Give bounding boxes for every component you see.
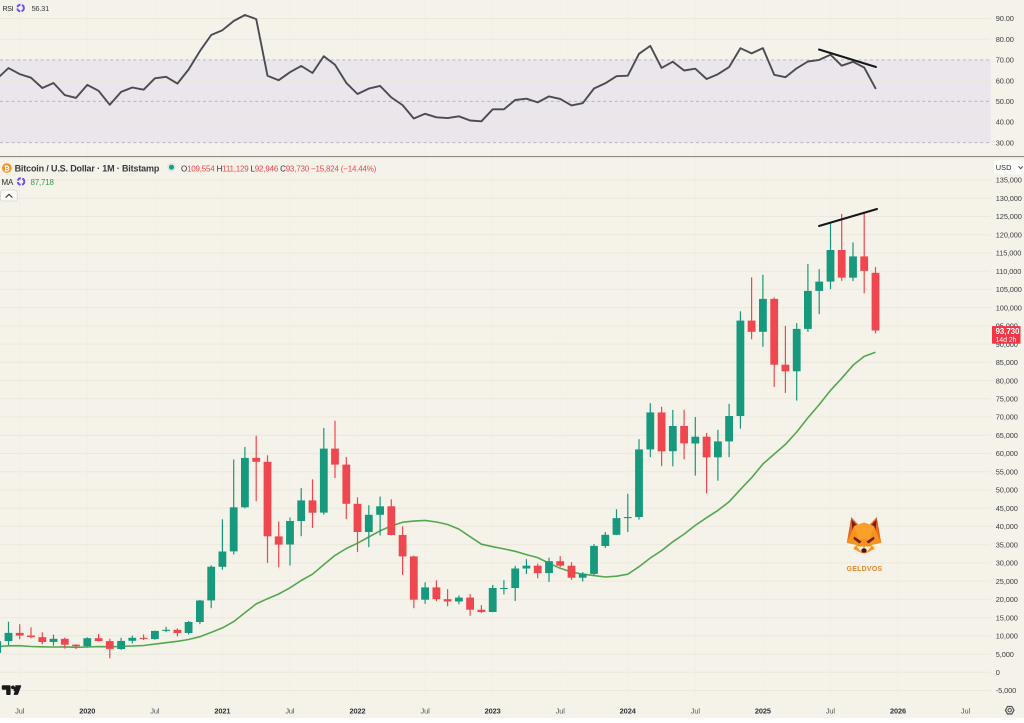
svg-text:Jul: Jul: [285, 706, 295, 715]
svg-text:135,000: 135,000: [996, 176, 1022, 185]
svg-text:-5,000: -5,000: [996, 686, 1016, 695]
svg-text:Jul: Jul: [15, 706, 25, 715]
svg-text:Bitcoin / U.S. Dollar · 1M · B: Bitcoin / U.S. Dollar · 1M · Bitstamp: [15, 163, 160, 173]
svg-text:Jul: Jul: [691, 706, 701, 715]
svg-text:87,718: 87,718: [31, 178, 55, 187]
svg-text:75,000: 75,000: [996, 395, 1018, 404]
svg-text:55,000: 55,000: [996, 467, 1018, 476]
svg-text:2024: 2024: [620, 706, 637, 715]
svg-text:GELDVOS: GELDVOS: [847, 566, 883, 573]
svg-text:₿: ₿: [4, 165, 10, 173]
svg-text:80,000: 80,000: [996, 376, 1018, 385]
svg-text:70.00: 70.00: [996, 56, 1014, 65]
svg-text:Jul: Jul: [150, 706, 160, 715]
svg-text:115,000: 115,000: [996, 249, 1021, 258]
svg-text:50,000: 50,000: [996, 486, 1018, 495]
svg-text:2026: 2026: [890, 706, 906, 715]
svg-text:30.00: 30.00: [996, 138, 1014, 147]
svg-text:60,000: 60,000: [996, 449, 1018, 458]
svg-text:Jul: Jul: [826, 706, 836, 715]
svg-text:USD: USD: [996, 163, 1012, 172]
svg-text:45,000: 45,000: [996, 504, 1018, 513]
svg-text:Jul: Jul: [961, 706, 971, 715]
svg-text:30,000: 30,000: [996, 559, 1018, 568]
svg-text:MA: MA: [2, 178, 14, 187]
svg-text:5,000: 5,000: [996, 650, 1014, 659]
svg-text:105,000: 105,000: [996, 285, 1022, 294]
svg-text:40.00: 40.00: [996, 118, 1014, 127]
svg-text:10,000: 10,000: [996, 632, 1018, 641]
svg-text:100,000: 100,000: [996, 303, 1022, 312]
svg-text:40,000: 40,000: [996, 522, 1018, 531]
svg-text:2021: 2021: [214, 706, 230, 715]
svg-text:2020: 2020: [79, 706, 95, 715]
svg-text:90,000: 90,000: [996, 340, 1018, 349]
svg-text:14d 2h: 14d 2h: [996, 337, 1017, 344]
svg-text:2025: 2025: [755, 706, 771, 715]
svg-text:60.00: 60.00: [996, 76, 1014, 85]
svg-text:110,000: 110,000: [996, 267, 1021, 276]
svg-text:25,000: 25,000: [996, 577, 1018, 586]
svg-text:2022: 2022: [349, 706, 365, 715]
svg-text:125,000: 125,000: [996, 212, 1022, 221]
svg-text:0: 0: [996, 668, 1000, 677]
svg-text:2023: 2023: [485, 706, 501, 715]
svg-text:RSI: RSI: [3, 6, 14, 13]
svg-text:65,000: 65,000: [996, 431, 1018, 440]
svg-text:56.31: 56.31: [32, 4, 50, 13]
svg-text:85,000: 85,000: [996, 358, 1018, 367]
svg-text:90.00: 90.00: [996, 14, 1014, 23]
svg-text:50.00: 50.00: [996, 97, 1014, 106]
svg-text:35,000: 35,000: [996, 540, 1018, 549]
svg-text:15,000: 15,000: [996, 613, 1018, 622]
svg-text:O109,554 H111,129 L92,946 C93,: O109,554 H111,129 L92,946 C93,730 −15,82…: [181, 164, 377, 173]
svg-text:80.00: 80.00: [996, 35, 1014, 44]
svg-text:130,000: 130,000: [996, 194, 1022, 203]
svg-text:20,000: 20,000: [996, 595, 1018, 604]
svg-text:120,000: 120,000: [996, 230, 1022, 239]
svg-text:Jul: Jul: [421, 706, 431, 715]
svg-text:93,730: 93,730: [996, 327, 1021, 336]
svg-text:Jul: Jul: [556, 706, 566, 715]
svg-text:70,000: 70,000: [996, 413, 1018, 422]
